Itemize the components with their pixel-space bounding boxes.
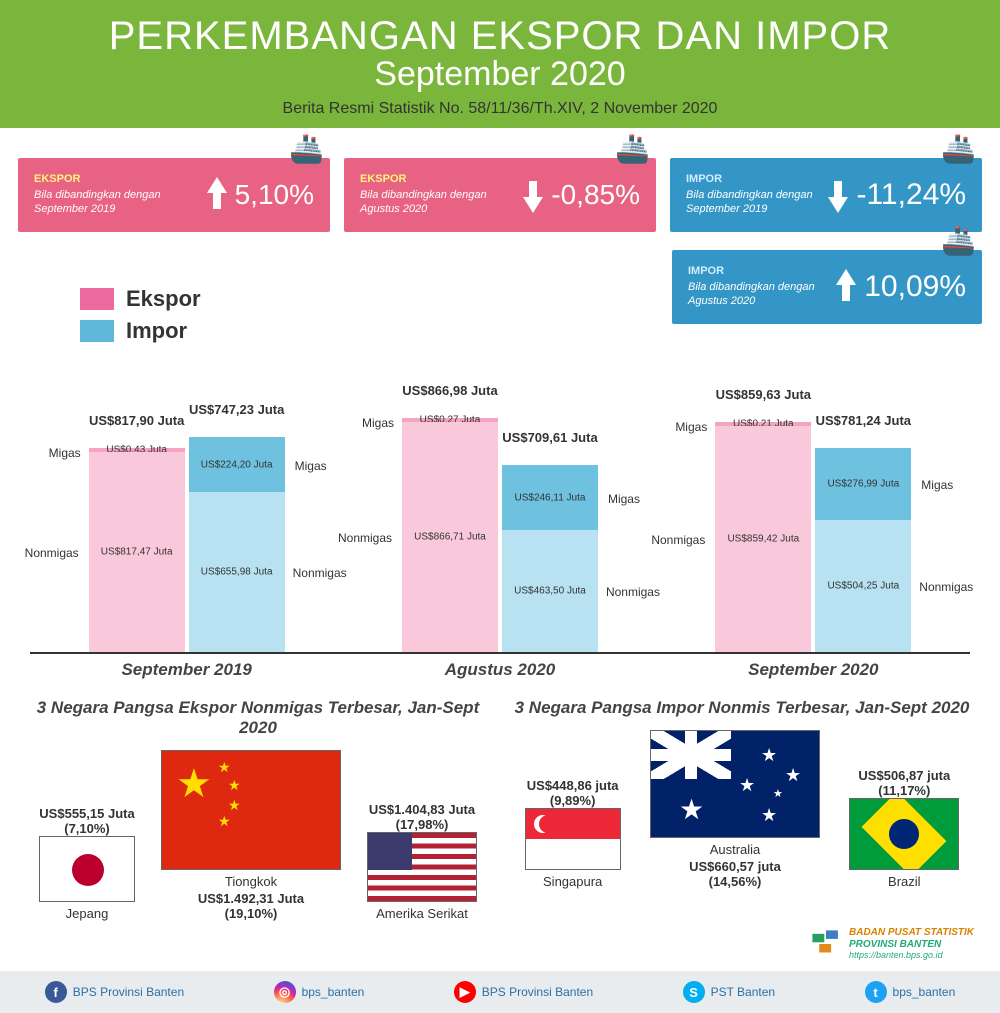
arrow-down-icon — [824, 177, 852, 213]
period: September 2020 — [0, 55, 1000, 94]
stat-card: 🚢 IMPORBila dibandingkan dengan Septembe… — [670, 158, 982, 232]
header: PERKEMBANGAN EKSPOR DAN IMPOR September … — [0, 0, 1000, 128]
country-item: US$555,15 Juta(7,10%)Jepang — [39, 804, 135, 921]
social-link[interactable]: tbps_banten — [865, 981, 956, 1003]
footer: fBPS Provinsi Banten ◎bps_banten ▶BPS Prov… — [0, 971, 1000, 1013]
ship-icon: 🚢 — [941, 224, 976, 257]
social-link[interactable]: ◎bps_banten — [274, 981, 365, 1003]
countries-section: 3 Negara Pangsa Ekspor Nonmigas Terbesar… — [0, 680, 1000, 931]
country-item: ★★★★★★AustraliaUS$660,57 juta(14,56%) — [650, 730, 820, 889]
country-item: US$506,87 juta(11,17%)Brazil — [849, 766, 959, 889]
country-item: US$1.404,83 Juta(17,98%)Amerika Serikat — [367, 800, 477, 921]
legend-sw-impor — [80, 320, 114, 342]
arrow-up-icon — [832, 269, 860, 305]
country-item: ★★★★★TiongkokUS$1.492,31 Juta(19,10%) — [161, 750, 341, 921]
arrow-up-icon — [203, 177, 231, 213]
export-title: 3 Negara Pangsa Ekspor Nonmigas Terbesar… — [26, 698, 490, 738]
flag-jp-icon — [39, 836, 135, 902]
bar-group: US$866,98 Juta US$0,27 Juta US$866,71 Ju… — [360, 418, 640, 652]
sk-icon: S — [683, 981, 705, 1003]
legend-impor: Impor — [126, 318, 187, 344]
brand-l3: https://banten.bps.go.id — [849, 950, 974, 960]
social-link[interactable]: fBPS Provinsi Banten — [45, 981, 184, 1003]
country-item: US$448,86 juta(9,89%)Singapura — [525, 776, 621, 889]
flag-us-icon — [367, 832, 477, 902]
flag-sg-icon — [525, 808, 621, 870]
x-label: September 2020 — [673, 660, 953, 680]
social-link[interactable]: ▶BPS Provinsi Banten — [454, 981, 593, 1003]
brand-l1: BADAN PUSAT STATISTIK — [849, 927, 974, 939]
yt-icon: ▶ — [454, 981, 476, 1003]
ship-icon: 🚢 — [615, 132, 650, 165]
social-link[interactable]: SPST Banten — [683, 981, 776, 1003]
fb-icon: f — [45, 981, 67, 1003]
x-label: Agustus 2020 — [360, 660, 640, 680]
tw-icon: t — [865, 981, 887, 1003]
legend-sw-ekspor — [80, 288, 114, 310]
legend: Ekspor Impor — [80, 280, 201, 350]
bps-brand: BADAN PUSAT STATISTIK PROVINSI BANTEN ht… — [809, 927, 974, 961]
bps-logo-icon — [809, 927, 843, 961]
stat-card: 🚢 IMPORBila dibandingkan dengan Agustus … — [672, 250, 982, 324]
export-countries: 3 Negara Pangsa Ekspor Nonmigas Terbesar… — [26, 698, 490, 921]
x-label: September 2019 — [47, 660, 327, 680]
flag-cn-icon: ★★★★★ — [161, 750, 341, 870]
arrow-down-icon — [519, 177, 547, 213]
stat-cards-row: 🚢 EKSPORBila dibandingkan dengan Septemb… — [0, 128, 1000, 242]
brand-l2: PROVINSI BANTEN — [849, 939, 974, 951]
legend-ekspor: Ekspor — [126, 286, 201, 312]
ig-icon: ◎ — [274, 981, 296, 1003]
bar-group: US$817,90 Juta US$0,43 Juta US$817,47 Ju… — [47, 437, 327, 652]
stat-card: 🚢 EKSPORBila dibandingkan dengan Agustus… — [344, 158, 656, 232]
import-title: 3 Negara Pangsa Impor Nonmis Terbesar, J… — [510, 698, 974, 718]
import-countries: 3 Negara Pangsa Impor Nonmis Terbesar, J… — [510, 698, 974, 921]
stat-card: 🚢 EKSPORBila dibandingkan dengan Septemb… — [18, 158, 330, 232]
ship-icon: 🚢 — [941, 132, 976, 165]
subtitle: Berita Resmi Statistik No. 58/11/36/Th.X… — [0, 100, 1000, 118]
bar-group: US$859,63 Juta US$0,21 Juta US$859,42 Ju… — [673, 422, 953, 652]
bar-chart: US$817,90 Juta US$0,43 Juta US$817,47 Ju… — [0, 384, 1000, 680]
flag-au-icon: ★★★★★★ — [650, 730, 820, 838]
title: PERKEMBANGAN EKSPOR DAN IMPOR — [0, 14, 1000, 59]
ship-icon: 🚢 — [289, 132, 324, 165]
flag-br-icon — [849, 798, 959, 870]
